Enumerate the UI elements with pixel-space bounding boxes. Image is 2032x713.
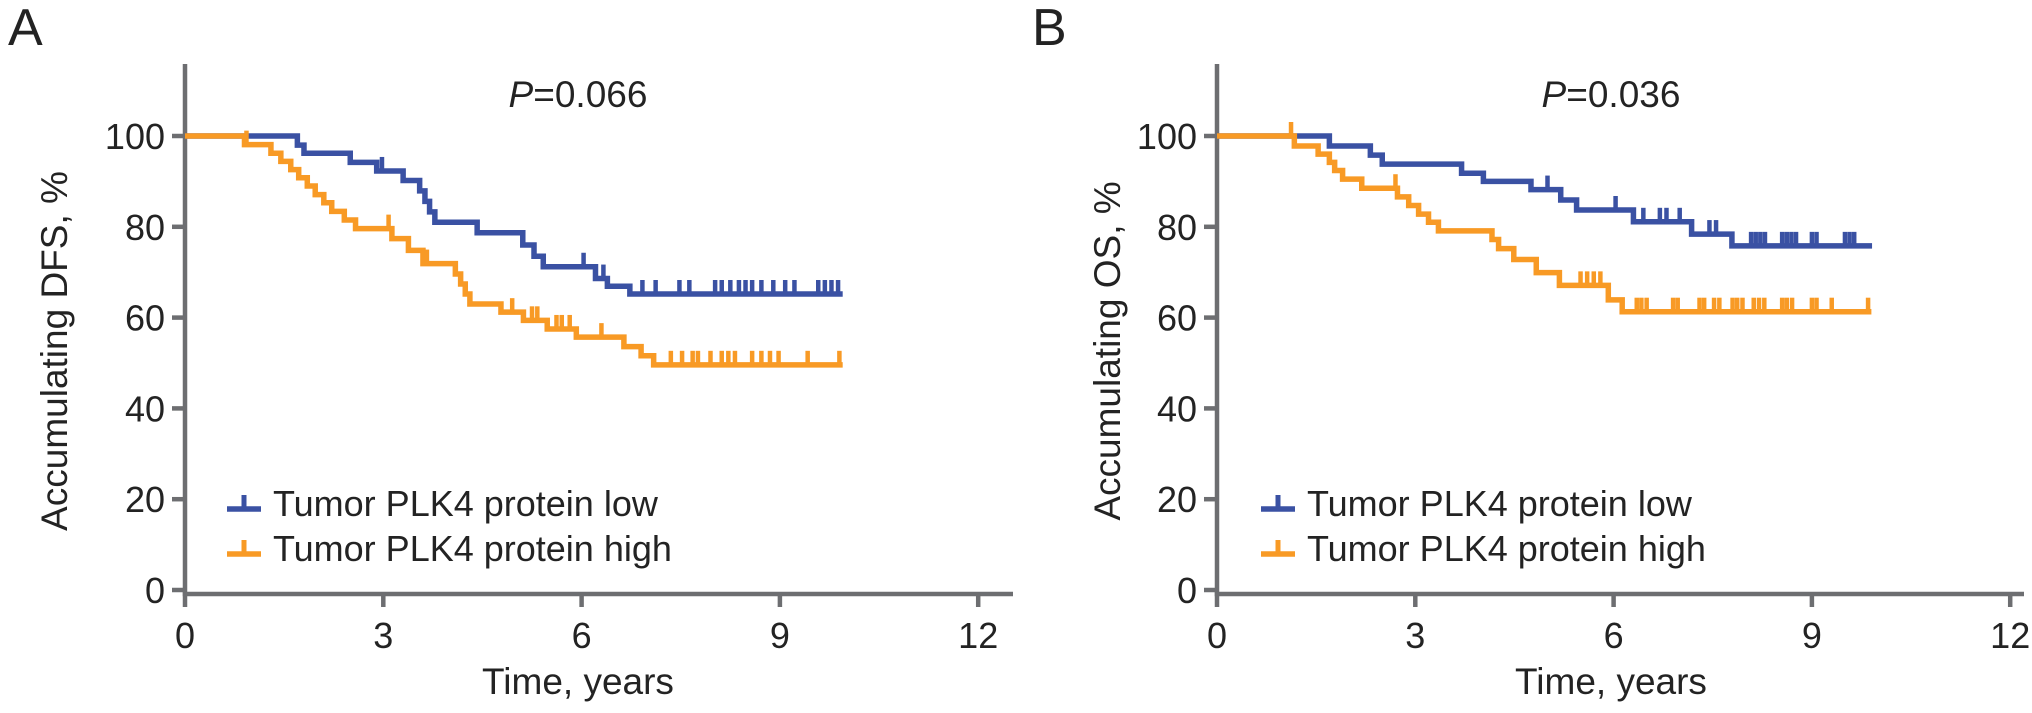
svg-text:20: 20 <box>1157 479 1197 520</box>
legend-label-low: Tumor PLK4 protein low <box>1307 482 1692 524</box>
legend-row-low: Tumor PLK4 protein low <box>224 481 672 526</box>
panel-a-x-axis-title: Time, years <box>482 661 674 702</box>
svg-text:100: 100 <box>1137 116 1197 157</box>
censor-mark-icon <box>227 494 261 512</box>
svg-text:6: 6 <box>1604 615 1624 656</box>
panel-b-legend: Tumor PLK4 protein low Tumor PLK4 protei… <box>1258 481 1706 571</box>
legend-label-low: Tumor PLK4 protein low <box>273 482 658 524</box>
legend-label-high: Tumor PLK4 protein high <box>1307 527 1706 569</box>
panel-b-x-axis-title: Time, years <box>1515 661 1707 702</box>
legend-label-high: Tumor PLK4 protein high <box>273 527 672 569</box>
svg-text:0: 0 <box>1177 570 1197 611</box>
panel-a-p-value: P=0.066 <box>509 74 648 116</box>
svg-text:80: 80 <box>125 207 165 248</box>
svg-text:40: 40 <box>1157 388 1197 429</box>
p-number: =0.036 <box>1566 74 1681 115</box>
p-symbol: P <box>1541 74 1567 115</box>
legend-row-high: Tumor PLK4 protein high <box>1258 526 1706 571</box>
svg-text:6: 6 <box>572 615 592 656</box>
legend-row-high: Tumor PLK4 protein high <box>224 526 672 571</box>
panel-b-p-value: P=0.036 <box>1542 74 1681 116</box>
panel-a-km-plot: 0 3 6 9 12 0 20 40 60 80 100 <box>105 64 1013 656</box>
svg-text:3: 3 <box>373 615 393 656</box>
svg-text:12: 12 <box>1990 615 2030 656</box>
svg-text:40: 40 <box>125 388 165 429</box>
svg-text:0: 0 <box>1207 615 1227 656</box>
svg-text:60: 60 <box>1157 298 1197 339</box>
svg-text:12: 12 <box>958 615 998 656</box>
svg-text:0: 0 <box>145 570 165 611</box>
svg-text:3: 3 <box>1405 615 1425 656</box>
svg-text:100: 100 <box>105 116 165 157</box>
svg-text:80: 80 <box>1157 207 1197 248</box>
legend-row-low: Tumor PLK4 protein low <box>1258 481 1706 526</box>
p-symbol: P <box>508 74 534 115</box>
panel-b-km-plot: 0 3 6 9 12 0 20 40 60 80 100 <box>1137 64 2030 656</box>
censor-mark-icon <box>1261 539 1295 557</box>
svg-text:9: 9 <box>1802 615 1822 656</box>
svg-text:20: 20 <box>125 479 165 520</box>
censor-mark-icon <box>227 539 261 557</box>
svg-text:0: 0 <box>175 615 195 656</box>
svg-text:9: 9 <box>770 615 790 656</box>
censor-mark-icon <box>1261 494 1295 512</box>
panel-a-letter: A <box>8 0 43 57</box>
panel-b-letter: B <box>1032 0 1067 57</box>
panel-a-legend: Tumor PLK4 protein low Tumor PLK4 protei… <box>224 481 672 571</box>
svg-text:60: 60 <box>125 298 165 339</box>
p-number: =0.066 <box>533 74 648 115</box>
